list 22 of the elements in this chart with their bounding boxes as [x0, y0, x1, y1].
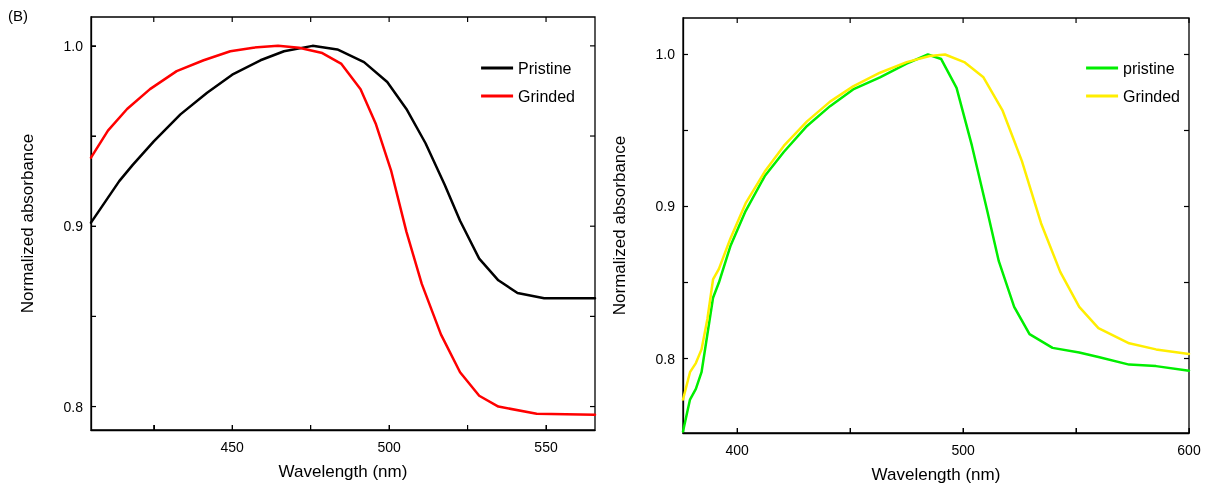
- line-series: [89, 44, 597, 416]
- x-tick-label: 600: [1177, 442, 1201, 458]
- text: (B): [8, 7, 28, 24]
- y-axis-title: Normalized absorbance: [610, 135, 629, 316]
- legend-label: pristine: [1123, 59, 1175, 77]
- legend-label: Pristine: [518, 59, 572, 77]
- x-axis-title: Wavelength (nm): [871, 465, 1001, 484]
- y-tick-label: 0.8: [655, 350, 676, 367]
- x-tick-label: 450: [220, 439, 245, 455]
- y-tick-label: 1.0: [655, 46, 676, 63]
- y-axis-title: Normalized absorbance: [18, 133, 37, 314]
- y-tick-label: 0.8: [63, 398, 84, 415]
- legend-label: Grinded: [1123, 87, 1180, 105]
- y-tick-label: 1.0: [63, 37, 84, 54]
- x-axis-title: Wavelength (nm): [278, 462, 408, 481]
- y-tick-label: 0.9: [63, 218, 84, 235]
- legend-label: Grinded: [518, 87, 575, 105]
- x-tick-label: 550: [534, 439, 558, 455]
- x-tick-label: 400: [725, 442, 750, 458]
- x-tick-label: 500: [951, 442, 975, 458]
- x-tick-label: 500: [377, 439, 402, 455]
- y-tick-label: 0.9: [655, 198, 676, 215]
